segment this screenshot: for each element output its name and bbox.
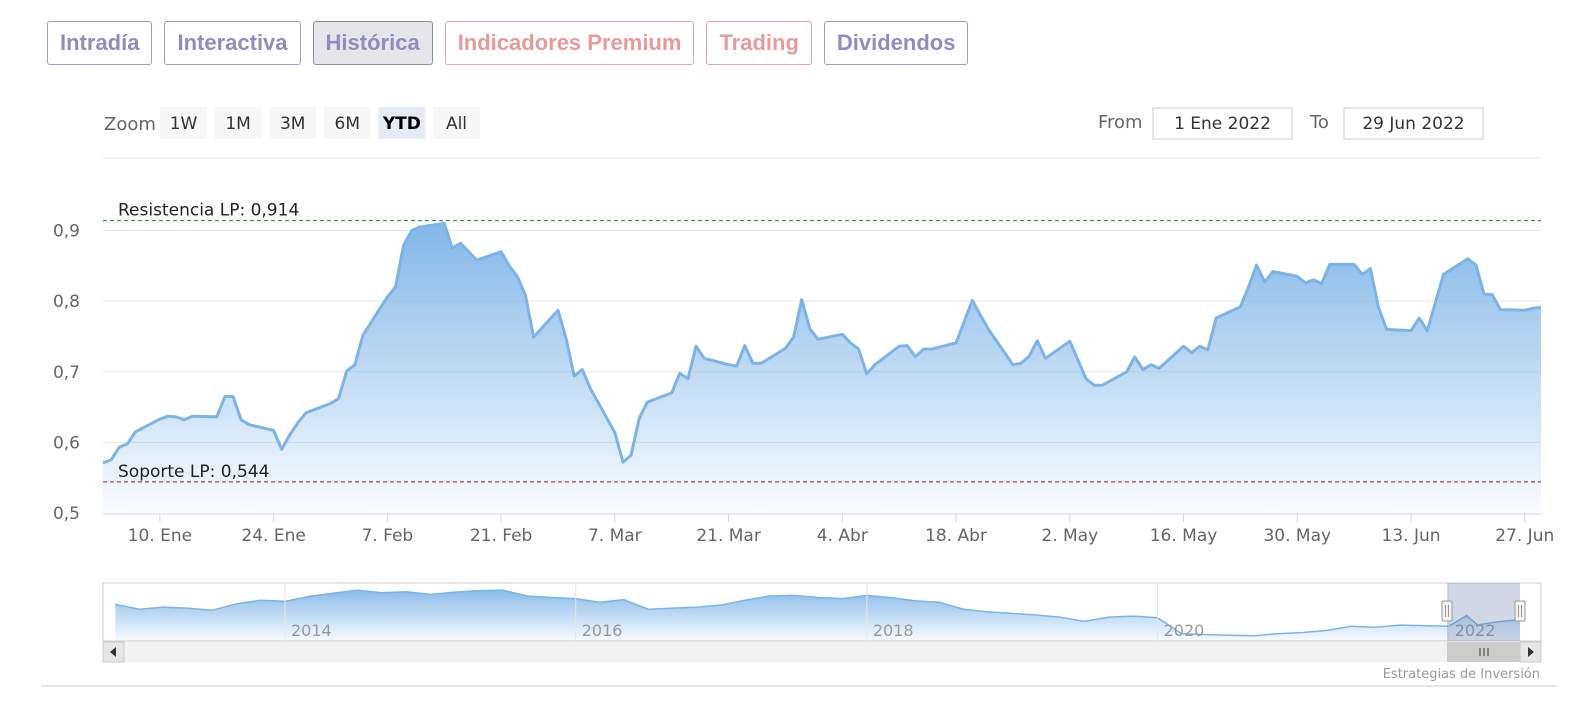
tab-dividendos[interactable]: Dividendos	[823, 21, 969, 65]
x-tick-label: 18. Abr	[925, 526, 987, 546]
scrollbar-right-button[interactable]	[1519, 641, 1542, 663]
zoom-button-3m[interactable]: 3M	[269, 107, 317, 139]
series-line	[103, 221, 1541, 465]
scrollbar-left-button[interactable]	[102, 641, 125, 663]
zoom-button-6m[interactable]: 6M	[323, 107, 371, 139]
scrollbar-thumb[interactable]	[1447, 642, 1520, 662]
tab-interactiva[interactable]: Interactiva	[164, 21, 301, 65]
x-tick-label: 2. May	[1041, 526, 1098, 546]
navigator-year-label: 2022	[1455, 621, 1496, 640]
zoom-button-label: 6M	[335, 114, 360, 134]
from-date-value: 1 Ene 2022	[1174, 114, 1271, 134]
x-axis-labels: 10. Ene 24. Ene 7. Feb 21. Feb 7. Mar 21. Mar…	[128, 514, 1554, 546]
tab-historica[interactable]: Histórica	[312, 21, 433, 65]
navigator-line	[115, 589, 1521, 637]
zoom-button-label: 3M	[280, 114, 305, 134]
x-tick-label: 21. Mar	[696, 526, 761, 546]
navigator-right-handle[interactable]	[1514, 600, 1526, 622]
zoom-button-label: All	[446, 114, 467, 134]
x-tick-label: 13. Jun	[1382, 526, 1441, 546]
x-tick-label: 24. Ene	[241, 526, 305, 546]
to-date-value: 29 Jun 2022	[1362, 114, 1464, 134]
y-axis-labels: 0,5 0,6 0,7 0,8 0,9	[53, 222, 80, 525]
zoom-button-all[interactable]: All	[433, 107, 480, 139]
navigator-series	[115, 589, 1521, 641]
zoom-label: Zoom	[104, 114, 156, 135]
series-area-fill	[103, 223, 1541, 513]
support-label: Soporte LP: 0,544	[118, 462, 269, 482]
zoom-button-label: YTD	[382, 114, 421, 134]
x-tick-label: 10. Ene	[128, 526, 192, 546]
tab-intradia[interactable]: Intradía	[47, 21, 153, 65]
arrow-left-icon	[110, 647, 116, 657]
series-area	[103, 221, 1541, 513]
y-tick-label: 0,7	[53, 363, 80, 383]
navigator-left-handle[interactable]	[1441, 600, 1453, 622]
from-date-input[interactable]: 1 Ene 2022	[1152, 107, 1293, 140]
zoom-button-1w[interactable]: 1W	[160, 107, 207, 139]
x-tick-label: 7. Feb	[361, 526, 413, 546]
x-tick-label: 7. Mar	[588, 526, 642, 546]
y-tick-label: 0,6	[53, 433, 80, 453]
x-tick-label: 4. Abr	[817, 526, 868, 546]
x-tick-label: 21. Feb	[470, 526, 533, 546]
x-tick-label: 30. May	[1263, 526, 1331, 546]
tab-indicadores-premium[interactable]: Indicadores Premium	[444, 21, 695, 65]
zoom-button-label: 1M	[225, 114, 250, 134]
navigator-year-label: 2014	[291, 621, 332, 640]
tab-trading[interactable]: Trading	[706, 21, 812, 65]
y-tick-label: 0,9	[53, 222, 80, 242]
tab-bar: Intradía Interactiva Histórica Indicador…	[47, 21, 969, 65]
y-tick-label: 0,5	[53, 504, 80, 524]
navigator-year-label: 2020	[1164, 621, 1205, 640]
zoom-button-label: 1W	[170, 114, 198, 134]
navigator-axis-labels: 2014 2016 2018 2020 2022	[284, 583, 1496, 641]
y-tick-label: 0,8	[53, 292, 80, 312]
to-date-input[interactable]: 29 Jun 2022	[1343, 107, 1484, 140]
from-label: From	[1098, 112, 1143, 133]
credits[interactable]: Estrategias de Inversión	[1383, 667, 1540, 682]
zoom-button-ytd[interactable]: YTD	[378, 107, 426, 139]
navigator-area	[115, 590, 1520, 641]
to-label: To	[1309, 112, 1329, 133]
x-tick-label: 16. May	[1150, 526, 1218, 546]
zoom-buttons: 1W 1M 3M 6M YTD All	[160, 107, 480, 139]
resistance-label: Resistencia LP: 0,914	[118, 201, 299, 221]
zoom-button-1m[interactable]: 1M	[214, 107, 262, 139]
x-tick-label: 27. Jun	[1495, 526, 1554, 546]
arrow-right-icon	[1528, 647, 1534, 657]
plot-lines: Resistencia LP: 0,914 Soporte LP: 0,544	[103, 201, 1541, 483]
navigator-year-label: 2016	[582, 621, 623, 640]
navigator-selection[interactable]	[1447, 583, 1520, 641]
navigator-year-label: 2018	[873, 621, 914, 640]
scrollbar-track[interactable]	[103, 642, 1541, 662]
